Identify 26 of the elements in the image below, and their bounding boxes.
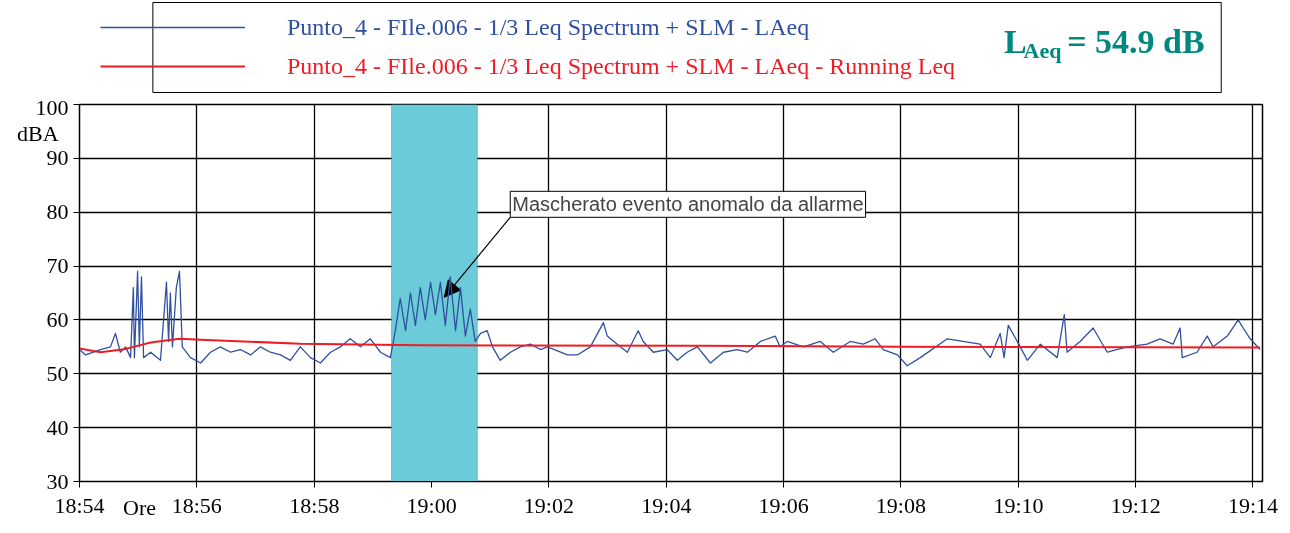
y-axis-title: dBA	[17, 121, 59, 147]
y-tick-label: 40	[46, 414, 69, 440]
x-tick-label: 19:12	[1110, 492, 1161, 518]
x-tick-label: 18:54	[54, 492, 105, 518]
text: Punto_4 - FIle.006 - 1/3 Leq Spectrum + SLM - LAeq - Running Leq	[287, 51, 956, 81]
x-tick-label: 19:00	[406, 492, 457, 518]
annotation: Mascherato evento anomalo da allarme	[512, 193, 864, 216]
y-tick-label: 100	[35, 94, 69, 120]
x-tick-label: 18:56	[171, 492, 222, 518]
y-tick-label: 90	[46, 145, 69, 171]
x-tick-label: 19:14	[1227, 492, 1279, 518]
text: Punto_4 - FIle.006 - 1/3 Leq Spectrum + SLM - LAeq	[287, 12, 810, 42]
y-tick-label: 70	[46, 253, 69, 279]
line-series	[79, 270, 1261, 367]
x-tick-label: 19:02	[523, 492, 574, 518]
x-tick-label: 19:04	[641, 492, 692, 518]
x-tick-label: 19:06	[758, 492, 809, 518]
x-tick-label: 19:08	[875, 492, 926, 518]
x-axis-title: Ore	[123, 495, 156, 521]
y-tick-label: 80	[46, 199, 69, 225]
y-tick-label: 50	[46, 360, 69, 386]
y-tick-label: 30	[46, 468, 69, 494]
x-tick-label: 19:10	[993, 492, 1044, 518]
x-tick-label: 18:58	[289, 492, 340, 518]
line-series	[79, 337, 1262, 354]
y-tick-label: 60	[46, 306, 69, 332]
